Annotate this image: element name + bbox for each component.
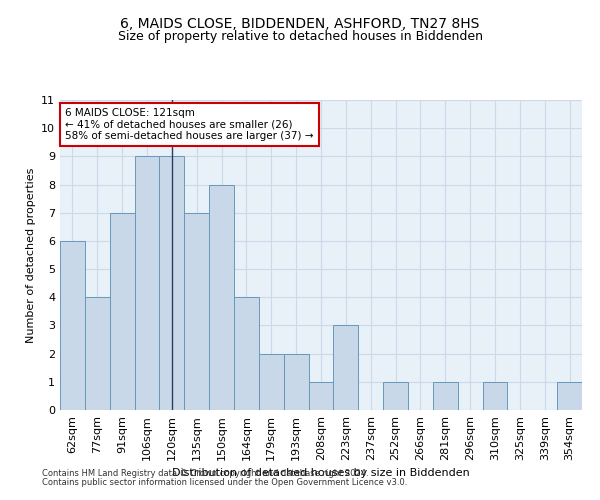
Text: Size of property relative to detached houses in Biddenden: Size of property relative to detached ho… — [118, 30, 482, 43]
Bar — [482, 382, 508, 410]
Text: 6, MAIDS CLOSE, BIDDENDEN, ASHFORD, TN27 8HS: 6, MAIDS CLOSE, BIDDENDEN, ASHFORD, TN27… — [121, 18, 479, 32]
Text: 6 MAIDS CLOSE: 121sqm
← 41% of detached houses are smaller (26)
58% of semi-deta: 6 MAIDS CLOSE: 121sqm ← 41% of detached … — [65, 108, 314, 141]
Bar — [209, 184, 234, 410]
Bar — [85, 298, 110, 410]
Y-axis label: Number of detached properties: Number of detached properties — [26, 168, 35, 342]
X-axis label: Distribution of detached houses by size in Biddenden: Distribution of detached houses by size … — [172, 468, 470, 478]
Bar — [134, 156, 160, 410]
Bar — [308, 382, 334, 410]
Bar — [284, 354, 308, 410]
Bar — [557, 382, 582, 410]
Bar — [184, 212, 209, 410]
Bar — [160, 156, 184, 410]
Bar — [383, 382, 408, 410]
Text: Contains HM Land Registry data © Crown copyright and database right 2024.: Contains HM Land Registry data © Crown c… — [42, 469, 368, 478]
Bar — [433, 382, 458, 410]
Bar — [60, 241, 85, 410]
Bar — [234, 298, 259, 410]
Text: Contains public sector information licensed under the Open Government Licence v3: Contains public sector information licen… — [42, 478, 407, 487]
Bar — [259, 354, 284, 410]
Bar — [334, 326, 358, 410]
Bar — [110, 212, 134, 410]
